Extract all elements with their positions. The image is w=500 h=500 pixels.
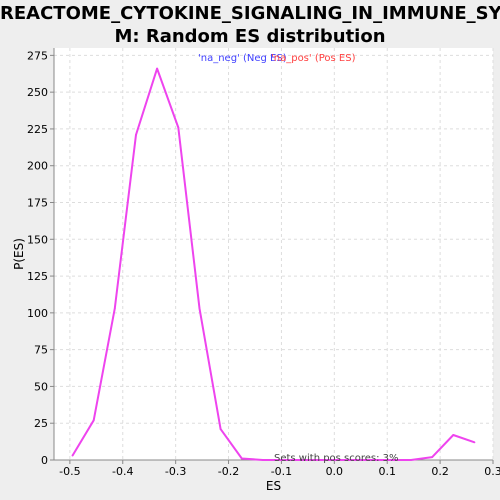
data-point [262,459,264,461]
y-tick-label: 200 [27,160,48,173]
x-tick-label: -0.3 [165,465,186,478]
legend-neg-es: 'na_neg' (Neg ES) [198,53,287,64]
x-tick-label: -0.5 [59,465,80,478]
chart-title: REACTOME_CYTOKINE_SIGNALING_IN_IMMUNE_SY… [0,0,500,48]
data-point [219,428,222,430]
data-point [135,133,137,136]
x-axis-label: ES [266,479,281,493]
x-tick-label: -0.2 [218,465,239,478]
grid-lines [54,48,494,461]
legend-pos-es: 'na_pos' (Pos ES) [271,53,356,64]
data-point [71,454,74,457]
data-point [283,459,285,461]
y-tick-label: 150 [27,233,48,246]
data-point [113,307,116,310]
y-axis-ticks: 0 25 50 75 100 125 150 175 200 225 250 275 [27,49,54,467]
y-tick-label: 250 [27,86,48,99]
data-point [346,459,349,461]
data-point [156,67,159,70]
data-point [92,419,95,422]
plot-area [54,48,493,460]
y-tick-label: 175 [27,197,48,210]
x-tick-label: -0.4 [112,465,133,478]
es-distribution-line [71,67,475,461]
x-tick-label: 0.1 [378,465,396,478]
chart-title-line-2: M: Random ES distribution [114,26,386,47]
series-layer [71,67,476,461]
data-point [304,459,307,461]
data-point [388,459,391,461]
data-point [177,126,180,129]
y-tick-label: 0 [41,454,48,467]
data-point [367,459,370,461]
y-tick-label: 100 [27,307,48,320]
data-point [452,434,455,436]
data-point [431,456,434,458]
y-tick-label: 125 [27,270,48,283]
data-point [410,459,412,461]
y-tick-label: 75 [34,344,48,357]
x-axis-ticks: -0.5 -0.4 -0.3 -0.2 -0.1 0.0 0.1 0.2 0.3 [59,460,500,478]
data-point [325,459,328,461]
y-tick-label: 50 [34,380,48,393]
x-tick-label: 0.3 [484,465,500,478]
x-tick-label: 0.0 [326,465,344,478]
y-tick-label: 25 [34,417,48,430]
pos-scores-annotation: Sets with pos scores: 3% [274,453,399,464]
x-tick-label: 0.2 [431,465,449,478]
x-tick-label: -0.1 [271,465,292,478]
data-point [473,441,476,444]
y-axis-label: P(ES) [12,238,26,270]
chart-title-line-1: REACTOME_CYTOKINE_SIGNALING_IN_IMMUNE_SY… [0,3,500,24]
y-tick-label: 225 [27,123,48,136]
y-tick-label: 275 [27,49,48,62]
data-point [240,457,243,460]
data-point [198,307,201,310]
